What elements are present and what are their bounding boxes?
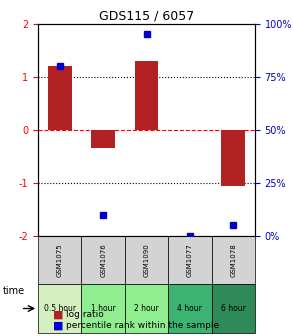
Bar	[91, 130, 115, 149]
Text: 2 hour: 2 hour	[134, 304, 159, 313]
FancyBboxPatch shape	[125, 236, 168, 284]
FancyBboxPatch shape	[38, 284, 81, 333]
Bar	[134, 61, 159, 130]
Text: 4 hour: 4 hour	[178, 304, 202, 313]
Text: time: time	[3, 286, 25, 296]
Text: 0.5 hour: 0.5 hour	[44, 304, 76, 313]
FancyBboxPatch shape	[81, 236, 125, 284]
Text: GSM1077: GSM1077	[187, 243, 193, 277]
Text: 6 hour: 6 hour	[221, 304, 246, 313]
FancyBboxPatch shape	[168, 284, 212, 333]
Bar	[221, 130, 245, 185]
Text: 1 hour: 1 hour	[91, 304, 115, 313]
Text: GSM1075: GSM1075	[57, 243, 63, 277]
FancyBboxPatch shape	[125, 284, 168, 333]
FancyBboxPatch shape	[168, 236, 212, 284]
Text: ■: ■	[53, 309, 63, 319]
Text: percentile rank within the sample: percentile rank within the sample	[66, 322, 219, 330]
FancyBboxPatch shape	[212, 284, 255, 333]
Text: GSM1076: GSM1076	[100, 243, 106, 277]
Bar	[48, 66, 72, 130]
Text: ■: ■	[53, 321, 63, 331]
FancyBboxPatch shape	[212, 236, 255, 284]
Title: GDS115 / 6057: GDS115 / 6057	[99, 9, 194, 23]
FancyBboxPatch shape	[38, 236, 81, 284]
Text: log ratio: log ratio	[66, 310, 104, 319]
FancyBboxPatch shape	[81, 284, 125, 333]
Text: GSM1090: GSM1090	[144, 243, 149, 277]
Text: GSM1078: GSM1078	[230, 243, 236, 277]
